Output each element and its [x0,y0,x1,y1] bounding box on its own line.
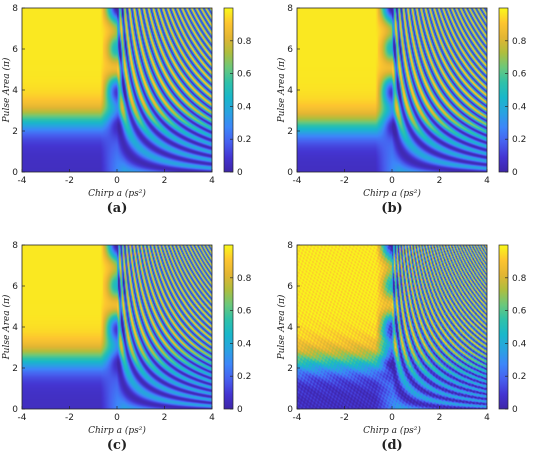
x-tick-label: -2 [65,176,74,186]
x-tick-label: 2 [437,413,443,423]
y-tick-label: 4 [12,86,18,96]
x-tick-label: 0 [389,413,395,423]
y-tick-label: 2 [287,127,293,137]
colorbar-tick-label: 0 [237,168,243,178]
x-tick-label: 0 [114,176,120,186]
x-tick-label: -4 [293,413,302,423]
panels: -4 -2 0 2 4 0 2 4 6 8 Chirp a (ps²) Pulse Area (π) 0… [1,4,527,453]
x-tick-label: 2 [437,176,443,186]
x-tick-label: 2 [162,176,168,186]
x-tick-label: -2 [340,413,349,423]
y-tick-label: 2 [12,364,18,374]
panel-label: (d) [381,438,402,453]
y-tick-label: 0 [12,405,18,415]
colorbar-tick-label: 0 [512,405,518,415]
colorbar-tick-label: 0.8 [237,37,252,47]
y-tick-label: 4 [287,86,293,96]
y-axis-label: Pulse Area (π) [1,294,12,360]
y-tick-label: 2 [12,127,18,137]
colorbar [223,244,234,410]
x-tick-label: 0 [389,176,395,186]
colorbar-tick-label: 0.6 [237,70,252,80]
x-tick-label: -4 [293,176,302,186]
y-tick-label: 2 [287,364,293,374]
panel-label: (b) [381,201,402,216]
x-axis-label: Chirp a (ps²) [363,425,421,436]
y-axis-label: Pulse Area (π) [276,57,287,123]
colorbar-tick-label: 0.2 [237,135,251,145]
heatmap-image [22,8,212,172]
colorbar [223,7,234,173]
colorbar-tick-label: 0.8 [512,274,527,284]
colorbar-tick-label: 0.6 [512,307,527,317]
y-tick-label: 6 [12,282,18,292]
colorbar-tick-label: 0.6 [512,70,527,80]
y-tick-label: 0 [287,405,293,415]
panel-b: -4 -2 0 2 4 0 2 4 6 8 Chirp a (ps²) Pulse Area (π) 0… [276,4,527,216]
colorbar-tick-label: 0.4 [237,102,252,112]
x-tick-label: 4 [209,413,215,423]
y-tick-label: 8 [12,4,18,14]
y-tick-label: 0 [12,168,18,178]
y-tick-label: 8 [287,241,293,251]
colorbar-tick-label: 0.2 [512,372,526,382]
x-axis-label: Chirp a (ps²) [88,188,146,199]
colorbar-tick-label: 0 [512,168,518,178]
heatmap-image [297,245,487,409]
y-axis-label: Pulse Area (π) [1,57,12,123]
colorbar-tick-label: 0.2 [512,135,526,145]
x-tick-label: -4 [18,413,27,423]
colorbar-tick-label: 0 [237,405,243,415]
panel-d: -4 -2 0 2 4 0 2 4 6 8 Chirp a (ps²) Pulse Area (π) 0… [276,241,527,453]
x-tick-label: 2 [162,413,168,423]
y-tick-label: 6 [12,45,18,55]
panel-label: (a) [107,201,128,216]
x-axis-label: Chirp a (ps²) [363,188,421,199]
colorbar-tick-label: 0.4 [512,102,527,112]
colorbar-tick-label: 0.4 [237,339,252,349]
colorbar-tick-label: 0.2 [237,372,251,382]
y-tick-label: 4 [12,323,18,333]
colorbar [498,244,509,410]
x-tick-label: 4 [484,413,490,423]
x-tick-label: 0 [114,413,120,423]
heatmap-image [297,8,487,172]
y-tick-label: 8 [287,4,293,14]
x-tick-label: 4 [209,176,215,186]
x-tick-label: -4 [18,176,27,186]
panel-c: -4 -2 0 2 4 0 2 4 6 8 Chirp a (ps²) Pulse Area (π) 0… [1,241,252,453]
y-tick-label: 0 [287,168,293,178]
x-tick-label: -2 [65,413,74,423]
heatmap-image [22,245,212,409]
y-tick-label: 8 [12,241,18,251]
x-tick-label: 4 [484,176,490,186]
y-tick-label: 6 [287,45,293,55]
x-axis-label: Chirp a (ps²) [88,425,146,436]
colorbar [498,7,509,173]
colorbar-tick-label: 0.4 [512,339,527,349]
colorbar-tick-label: 0.8 [237,274,252,284]
x-tick-label: -2 [340,176,349,186]
y-tick-label: 4 [287,323,293,333]
panel-label: (c) [107,438,127,453]
y-tick-label: 6 [287,282,293,292]
y-axis-label: Pulse Area (π) [276,294,287,360]
colorbar-tick-label: 0.8 [512,37,527,47]
panel-a: -4 -2 0 2 4 0 2 4 6 8 Chirp a (ps²) Pulse Area (π) 0… [1,4,252,216]
colorbar-tick-label: 0.6 [237,307,252,317]
